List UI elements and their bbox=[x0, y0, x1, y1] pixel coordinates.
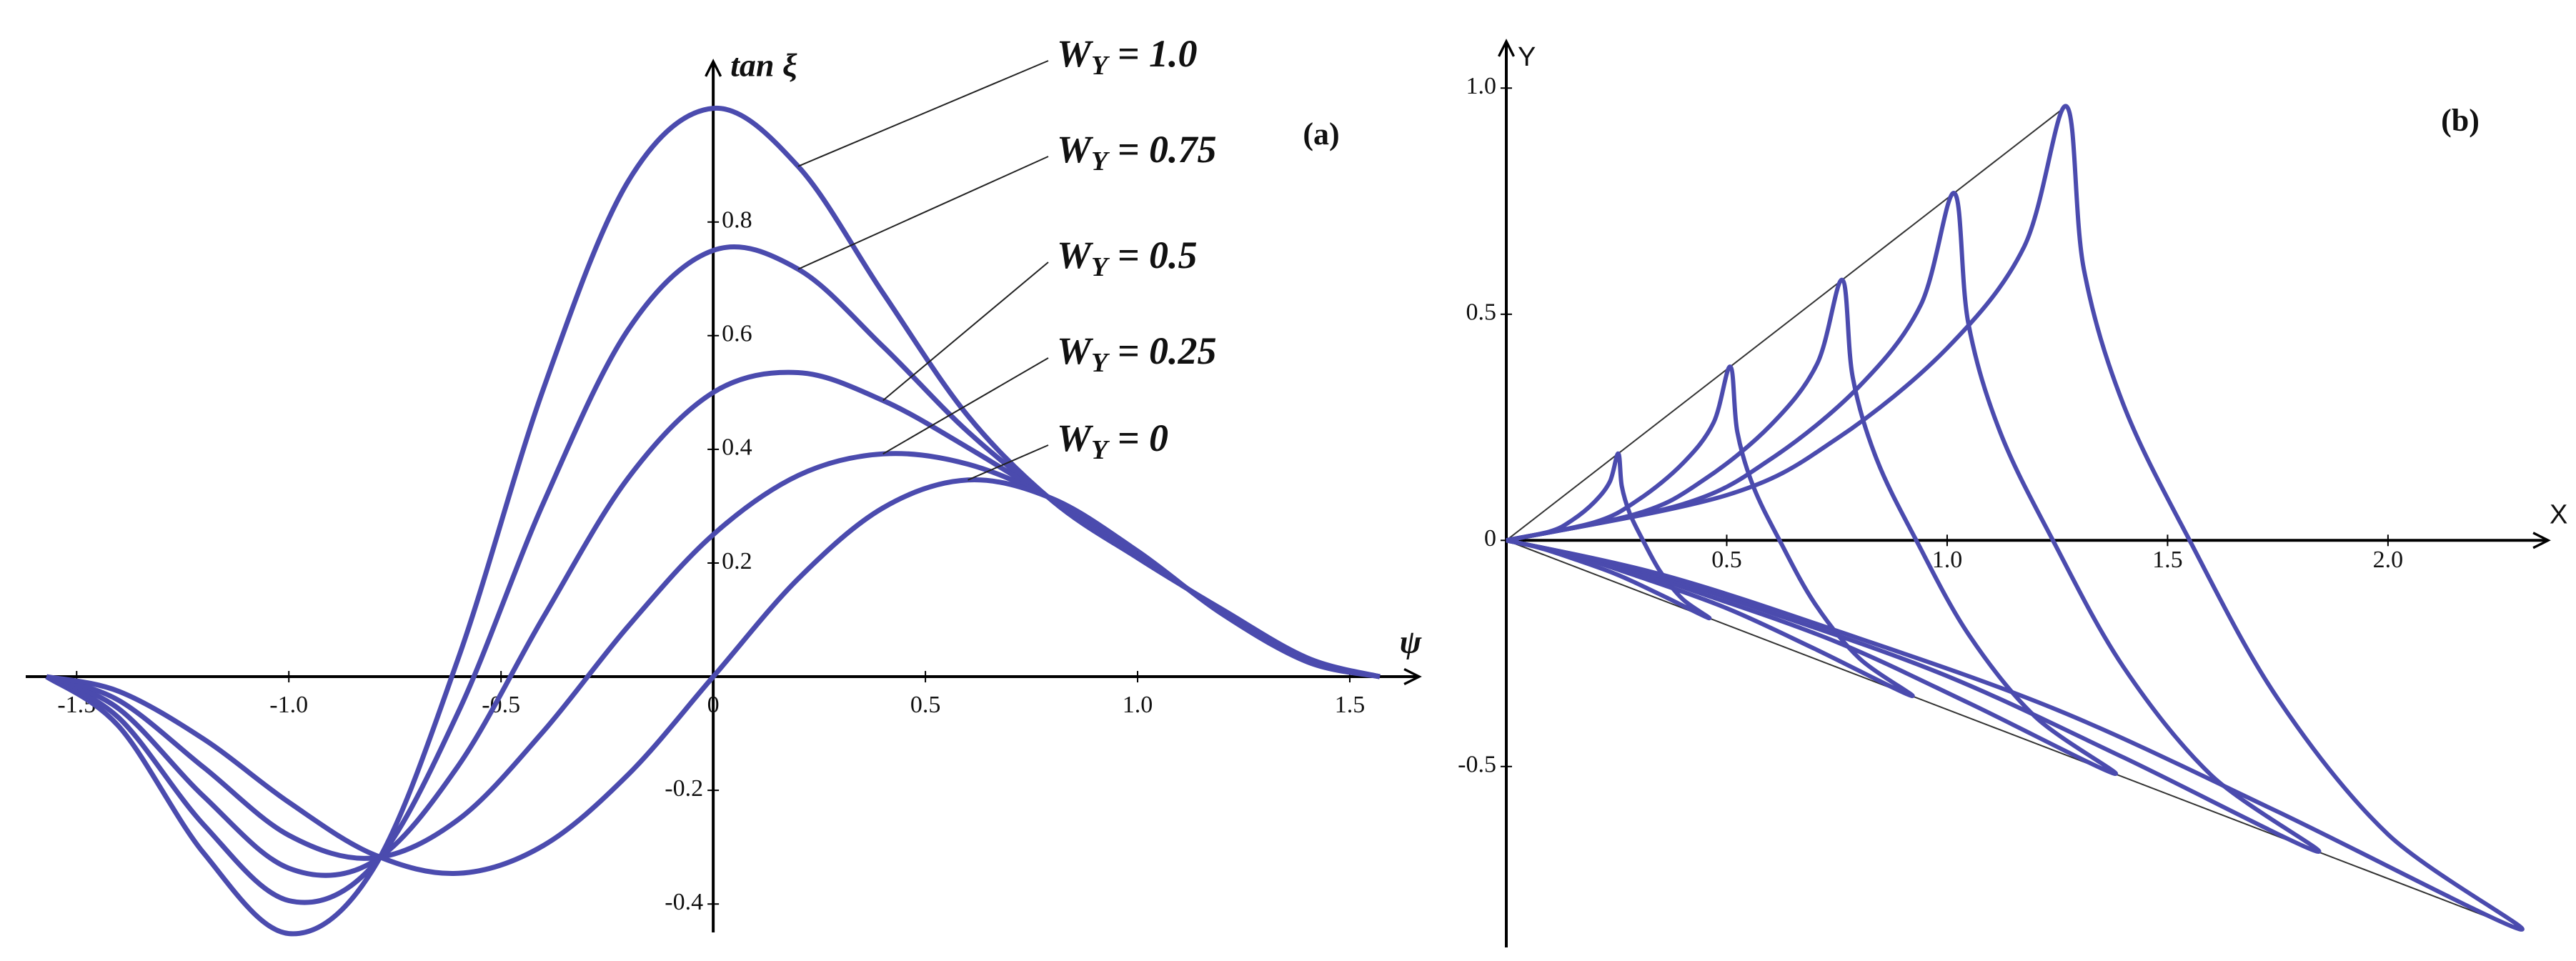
y-axis-label: tan ξ bbox=[730, 47, 797, 84]
series-label: WY = 0.25 bbox=[1057, 329, 1217, 377]
leader-line bbox=[797, 156, 1049, 270]
y-tick-label: -0.5 bbox=[1458, 752, 1496, 778]
y-tick-label: 0.8 bbox=[722, 207, 752, 234]
curve bbox=[1506, 191, 2322, 854]
series-label: WY = 1.0 bbox=[1057, 32, 1198, 80]
series-label: WY = 0 bbox=[1057, 417, 1168, 464]
y-tick-label: 0 bbox=[1484, 525, 1496, 552]
x-tick-label: 0 bbox=[707, 692, 720, 718]
x-axis-label: X bbox=[2550, 499, 2567, 529]
annotation: (b) bbox=[2441, 103, 2480, 138]
leader-line bbox=[797, 60, 1049, 167]
curve bbox=[1506, 451, 1712, 621]
x-tick-label: 1.0 bbox=[1123, 692, 1153, 718]
annotation: (a) bbox=[1303, 116, 1339, 151]
curve bbox=[46, 477, 1381, 877]
y-tick-label: 0.2 bbox=[722, 548, 752, 574]
y-tick-label: 0.4 bbox=[722, 434, 752, 461]
x-tick-label: 0.5 bbox=[1711, 547, 1742, 573]
y-tick-label: 0.6 bbox=[722, 321, 752, 347]
curve bbox=[1506, 277, 2119, 776]
reference-line bbox=[1506, 105, 2067, 542]
curve bbox=[1506, 104, 2525, 932]
reference-line bbox=[1506, 539, 2521, 930]
y-tick-label: -0.4 bbox=[665, 889, 703, 915]
leader-line bbox=[882, 262, 1049, 402]
x-tick-label: 1.5 bbox=[1335, 692, 1366, 718]
x-axis-label: ψ bbox=[1400, 624, 1423, 660]
y-tick-label: 0.5 bbox=[1466, 299, 1497, 326]
curve bbox=[1506, 364, 1915, 699]
x-tick-label: -1.0 bbox=[269, 692, 308, 718]
y-tick-label: -0.2 bbox=[665, 775, 703, 802]
x-tick-label: 1.0 bbox=[1932, 547, 1963, 573]
series-label: WY = 0.75 bbox=[1057, 128, 1217, 176]
x-tick-label: 1.5 bbox=[2152, 547, 2183, 573]
leader-line bbox=[968, 444, 1049, 481]
y-axis-label: Y bbox=[1518, 42, 1536, 72]
x-tick-label: 2.0 bbox=[2373, 547, 2404, 573]
y-tick-label: 1.0 bbox=[1466, 73, 1497, 99]
series-label: WY = 0.5 bbox=[1057, 234, 1198, 282]
leader-line bbox=[882, 357, 1049, 455]
x-tick-label: 0.5 bbox=[910, 692, 941, 718]
